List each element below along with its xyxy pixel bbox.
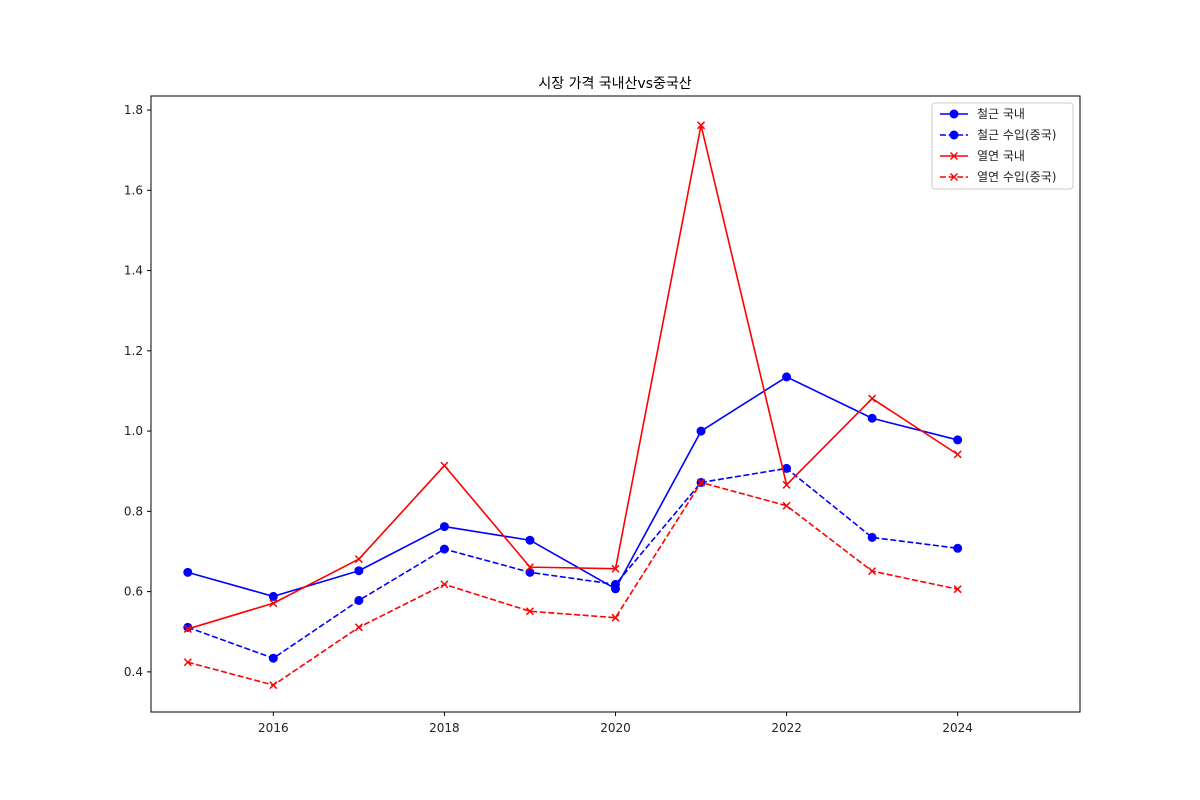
series-4-point [440,580,449,589]
series-3-point [269,599,278,608]
series-1-point [696,426,706,436]
legend-marker [949,172,959,182]
series-2-point [525,567,535,577]
series-3-point [611,564,620,573]
series-1-point [782,372,792,382]
series-4 [183,478,962,690]
series-4-point [525,607,534,616]
series-2-line [187,467,958,660]
legend-label: 철근 국내 [977,107,1025,121]
y-axis: 0.4 0.6 0.8 1.0 1.2 1.4 1.6 1.8 [124,103,151,679]
series-4-point [782,501,791,510]
y-tick-label: 0.6 [124,585,143,599]
y-tick-label: 0.8 [124,504,143,518]
series-4-point [868,567,877,576]
series-1-line [187,376,958,598]
x-tick-label: 2018 [429,721,460,735]
plot-area [183,121,963,690]
series-3-point [440,461,449,470]
series-3-point [782,480,791,489]
chart-title: 시장 가격 국내산vs중국산 [538,76,691,92]
x-tick-label: 2016 [258,721,289,735]
series-3-point [953,450,962,459]
series-4-point [953,585,962,594]
y-tick-label: 1.2 [124,344,143,358]
x-axis: 2016 2018 2020 2022 2024 [258,712,973,735]
series-3-point [697,121,706,130]
series-3-point [868,394,877,403]
x-tick-label: 2022 [771,721,802,735]
series-4-line [187,481,958,686]
series-1-point [354,566,364,576]
series-1-point [268,591,278,601]
y-tick-label: 1.0 [124,424,143,438]
series-4-point [354,623,363,632]
series-1-point [867,413,877,423]
series-3-line [187,124,959,630]
series-2-point [354,595,364,605]
x-tick-label: 2020 [600,721,631,735]
series-2-point [867,532,877,542]
y-tick-label: 1.8 [124,103,143,117]
legend-box [931,102,1074,190]
legend-marker [949,130,959,140]
y-tick-label: 1.6 [124,183,143,197]
series-2-point [439,544,449,554]
series-3-point [183,624,192,633]
series-1-point [525,535,535,545]
y-tick-label: 0.4 [124,665,143,679]
y-tick-label: 1.4 [124,264,143,278]
legend-label: 열연 수입(중국) [977,170,1056,184]
series-3-point [525,563,534,572]
series-2 [183,463,963,663]
series-3 [183,121,962,633]
legend-marker [949,151,959,161]
legend-marker [949,109,959,119]
series-4-point [183,658,192,667]
series-2-point [611,579,620,589]
series-1 [183,372,963,601]
series-1-point [183,567,193,577]
series-4-point [697,478,706,487]
series-4-point [611,613,620,622]
series-1-point [439,522,449,532]
series-1-point [953,435,963,445]
x-tick-label: 2024 [942,721,973,735]
legend-label: 열연 국내 [977,149,1025,163]
series-2-point [953,543,963,553]
series-4-point [269,681,278,690]
legend-label: 철근 수입(중국) [977,128,1056,142]
series-3-point [354,555,363,564]
series-2-point [268,653,278,663]
